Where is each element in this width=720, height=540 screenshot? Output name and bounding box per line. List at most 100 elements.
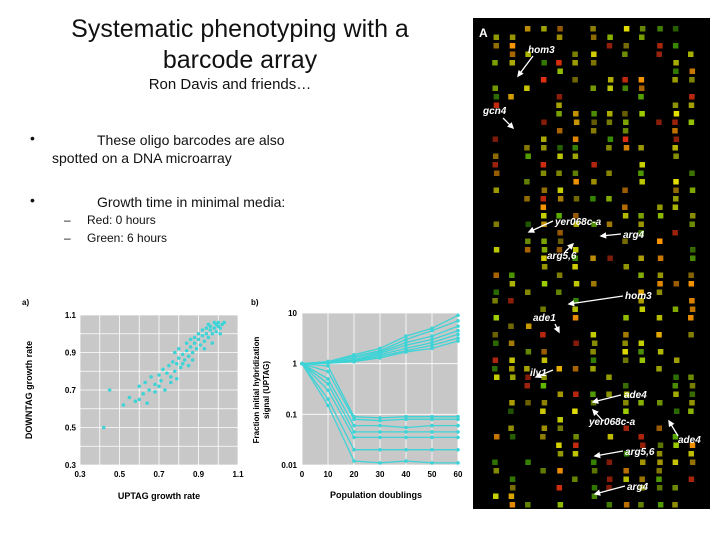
array-spot: [657, 204, 663, 210]
array-spot: [673, 442, 679, 448]
array-spot: [590, 60, 597, 66]
array-spot: [623, 476, 629, 482]
array-spot: [493, 374, 500, 380]
series-point: [456, 332, 460, 337]
array-spot: [672, 102, 679, 108]
array-spot: [540, 383, 547, 389]
panel-label-b: b): [251, 298, 259, 307]
array-spot: [541, 60, 547, 66]
scatter-point: [222, 320, 226, 325]
array-spot: [492, 162, 498, 168]
array-spot: [590, 26, 596, 32]
series-point: [404, 417, 408, 422]
x-tick-label-b: 20: [350, 470, 359, 479]
series-point: [404, 425, 408, 430]
scatter-point: [153, 390, 157, 394]
array-spot: [657, 281, 663, 287]
array-spot: [688, 476, 695, 482]
array-spot: [656, 315, 663, 321]
array-spot: [573, 179, 579, 185]
scatter-point: [190, 358, 195, 362]
array-spot: [540, 162, 547, 168]
array-spot: [525, 374, 531, 380]
scatter-point: [202, 346, 207, 351]
array-spot: [623, 43, 629, 49]
scatter-point: [176, 346, 181, 351]
array-spot: [639, 357, 646, 363]
array-spot: [572, 60, 578, 66]
array-spot: [509, 502, 516, 508]
array-spot: [638, 349, 644, 355]
array-spot: [541, 187, 548, 193]
array-spot: [590, 366, 596, 372]
array-spot: [638, 272, 644, 278]
array-spot: [541, 281, 548, 287]
arrow-head: [591, 397, 599, 404]
array-spot: [673, 357, 680, 363]
array-spot: [540, 136, 547, 142]
series-point: [456, 461, 460, 465]
array-spot: [688, 272, 694, 278]
array-spot: [572, 408, 578, 414]
scatter-point: [188, 345, 193, 349]
array-spot: [689, 383, 696, 389]
x-tick-label-b: 50: [428, 470, 437, 479]
array-spot: [623, 502, 630, 508]
ticks-b: 0 10 20 30 40 50 60 10 1 0.1 0.01: [281, 309, 463, 479]
series-point: [352, 417, 356, 422]
array-spot: [557, 468, 563, 474]
scatter-point: [101, 425, 106, 430]
array-spot: [606, 459, 613, 465]
series-point: [404, 435, 408, 440]
array-spot: [493, 247, 500, 253]
array-spot: [590, 128, 597, 134]
scatter-point: [169, 380, 173, 385]
array-spot: [657, 272, 664, 278]
array-spot: [573, 340, 579, 346]
x-tick-label-a: 1.1: [232, 470, 244, 479]
array-spot: [689, 68, 696, 74]
x-tick-label-b: 30: [376, 470, 385, 479]
series-point: [326, 388, 330, 392]
array-spot: [638, 255, 644, 261]
array-spot: [689, 213, 696, 219]
bullet-dot-1: •: [30, 130, 35, 146]
series-point: [430, 430, 434, 434]
array-spot: [606, 111, 613, 117]
array-spot: [525, 459, 531, 465]
array-spot: [672, 485, 678, 491]
array-spot: [638, 85, 645, 91]
slide-title: Systematic phenotyping with a barcode ar…: [40, 14, 440, 76]
array-spot: [572, 476, 578, 482]
array-spot: [590, 357, 597, 363]
array-spot: [492, 85, 499, 91]
array-spot: [540, 434, 546, 440]
array-spot: [657, 442, 664, 448]
array-spot: [525, 502, 531, 508]
array-spot: [606, 476, 613, 482]
array-spot: [673, 136, 680, 142]
array-spot: [541, 119, 547, 125]
array-spot: [672, 502, 678, 508]
array-spot: [638, 502, 644, 508]
array-spot: [541, 221, 547, 227]
y-tick-label-a: 1.1: [65, 311, 77, 320]
array-spot: [509, 51, 516, 57]
array-spot: [672, 434, 679, 440]
label-gcn4: gcn4: [482, 106, 507, 117]
array-spot: [572, 315, 579, 321]
array-spot: [591, 179, 597, 185]
array-spot: [557, 196, 564, 202]
array-spot: [573, 111, 579, 117]
array-spot: [540, 306, 546, 312]
array-spot: [493, 221, 500, 227]
array-spot: [638, 230, 644, 236]
scatter-point: [180, 352, 185, 357]
array-spot: [606, 485, 612, 491]
line-chart: b) 0 10 20 30 40 50 60 10 1 0.1 0.01 Population do…: [251, 298, 463, 500]
array-spot: [556, 60, 562, 66]
y-tick-label-b: 0.01: [281, 461, 297, 470]
array-spot: [557, 153, 563, 159]
series-point: [378, 418, 382, 423]
array-spot: [623, 264, 629, 270]
